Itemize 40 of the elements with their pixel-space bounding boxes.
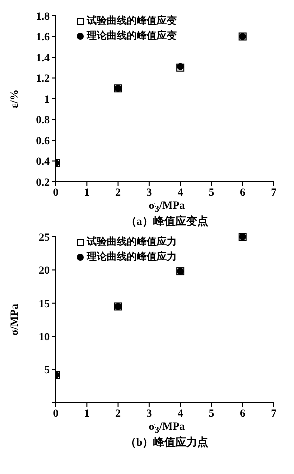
x-axis-title: σ$_{3}$/MPa [148, 421, 186, 436]
x-tick-label: 4 [178, 186, 184, 199]
y-axis-title: σ/MPa [8, 304, 21, 336]
y-tick-label: 1.2 [36, 73, 50, 86]
x-tick-label: 2 [116, 186, 122, 199]
x-tick-label: 3 [146, 186, 153, 199]
x-tick-label: 1 [84, 408, 90, 420]
text: （a）峰值应变点 [124, 214, 210, 230]
x-tick-label: 5 [208, 186, 215, 199]
y-tick-label: 25 [39, 232, 50, 244]
x-tick-label: 4 [178, 408, 184, 420]
y-tick-label: 5 [44, 364, 50, 377]
x-tick-label: 7 [271, 408, 278, 420]
x-tick-label: 7 [271, 186, 278, 199]
y-tick-label: 1.8 [36, 10, 50, 23]
y-tick-label: 1.6 [36, 32, 50, 44]
y-axis-title: ε/% [8, 90, 21, 108]
legend-label: 理论曲线的峰值应变 [87, 29, 177, 44]
y-tick-label: 1 [44, 94, 50, 106]
x-axis-title: σ$_{3}$/MPa [148, 200, 186, 214]
x-tick-label: 6 [240, 186, 246, 199]
x-tick-label: 0 [53, 408, 60, 420]
x-tick-label: 1 [84, 186, 90, 199]
x-tick-label: 0 [53, 186, 60, 199]
legend-label: 试验曲线的峰值应变 [87, 14, 177, 29]
text: （b）峰值应力点 [124, 436, 210, 450]
x-tick-label: 3 [146, 408, 153, 420]
y-tick-label: 0.8 [36, 114, 50, 127]
y-tick-label: 10 [39, 332, 50, 344]
legend-label: 试验曲线的峰值应力 [87, 235, 177, 250]
y-tick-label: 0.4 [36, 156, 50, 168]
legend-label: 理论曲线的峰值应力 [87, 250, 177, 266]
x-tick-label: 2 [116, 408, 122, 420]
y-tick-label: 1.4 [36, 52, 50, 64]
y-tick-label: 0.6 [36, 135, 50, 148]
y-tick-label: 15 [39, 298, 50, 310]
y-tick-label: 0.2 [36, 176, 50, 189]
y-tick-label: 20 [39, 265, 50, 278]
x-tick-label: 6 [240, 408, 246, 420]
x-tick-label: 5 [208, 408, 215, 420]
